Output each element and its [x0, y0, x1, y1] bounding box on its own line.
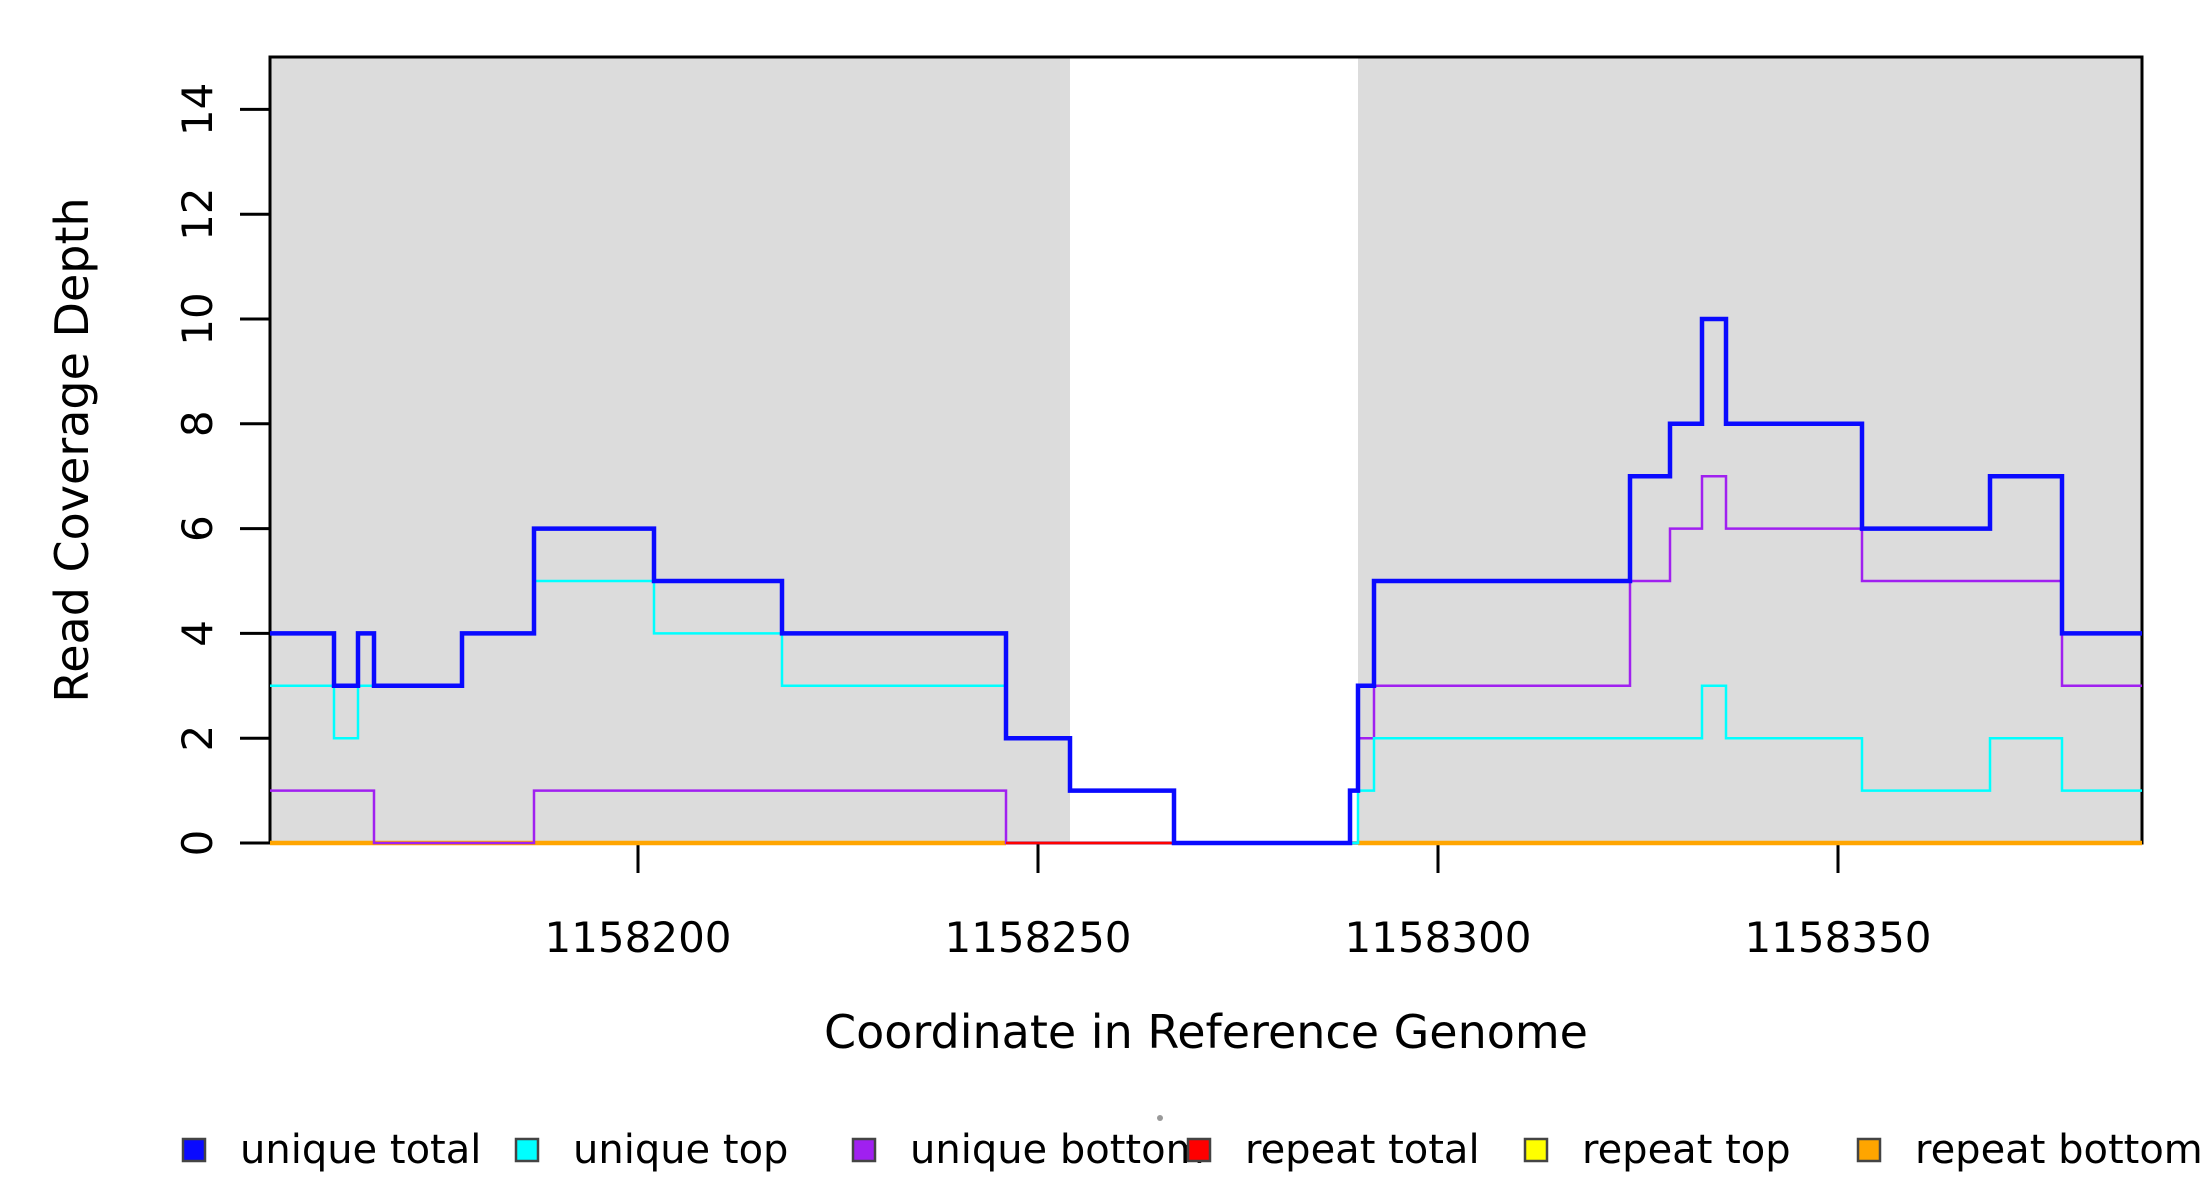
- legend-swatch: [1523, 1137, 1549, 1163]
- legend-item-unique-bottom: unique bottom: [851, 1127, 1205, 1173]
- legend-swatch: [181, 1137, 207, 1163]
- y-tick-label: 14: [173, 83, 222, 136]
- y-tick-label: 4: [173, 620, 222, 647]
- x-tick-label: 1158300: [1344, 913, 1531, 962]
- legend-item-repeat-total: repeat total: [1186, 1127, 1480, 1173]
- repeat-region-shading: [1358, 57, 2142, 843]
- legend-swatch: [1186, 1137, 1212, 1163]
- y-tick-label: 0: [173, 830, 222, 857]
- legend: unique total unique top unique bottom repea…: [181, 1127, 2200, 1173]
- y-tick-label: 6: [173, 515, 222, 542]
- x-tick-label: 1158250: [944, 913, 1131, 962]
- x-tick-label: 1158200: [544, 913, 731, 962]
- stray-mark: [1157, 1115, 1163, 1121]
- y-tick-label: 2: [173, 725, 222, 752]
- shaded-repeat-regions: [270, 57, 2142, 843]
- repeat-region-shading: [270, 57, 1070, 843]
- legend-label: unique total: [240, 1127, 481, 1173]
- legend-item-repeat-bottom: repeat bottom: [1856, 1127, 2200, 1173]
- legend-label: repeat bottom: [1915, 1127, 2200, 1173]
- x-axis-ticks: [636, 843, 1840, 873]
- y-axis-title: Read Coverage Depth: [45, 197, 99, 702]
- legend-item-unique-total: unique total: [181, 1127, 481, 1173]
- legend-swatch: [514, 1137, 540, 1163]
- legend-label: repeat top: [1582, 1127, 1791, 1173]
- y-tick-label: 12: [173, 187, 222, 240]
- x-tick-label: 1158350: [1744, 913, 1931, 962]
- series-lines: [270, 316, 2142, 846]
- y-axis-tick-labels: 0 2 4 6 8 10 12 14: [173, 83, 222, 857]
- y-tick-label: 10: [173, 292, 222, 345]
- series-line-unique-total: [270, 316, 2142, 846]
- legend-swatch: [851, 1137, 877, 1163]
- legend-item-unique-top: unique top: [514, 1127, 788, 1173]
- legend-swatch: [1856, 1137, 1882, 1163]
- y-tick-label: 8: [173, 410, 222, 437]
- x-axis-title: Coordinate in Reference Genome: [824, 1005, 1588, 1059]
- series-line-unique-bottom: [270, 474, 2142, 845]
- legend-item-repeat-top: repeat top: [1523, 1127, 1791, 1173]
- y-axis-ticks: [240, 107, 270, 845]
- legend-label: repeat total: [1245, 1127, 1480, 1173]
- x-axis-tick-labels: 1158200 1158250 1158300 1158350: [544, 913, 1931, 962]
- legend-label: unique top: [573, 1127, 788, 1173]
- legend-label: unique bottom: [910, 1127, 1205, 1173]
